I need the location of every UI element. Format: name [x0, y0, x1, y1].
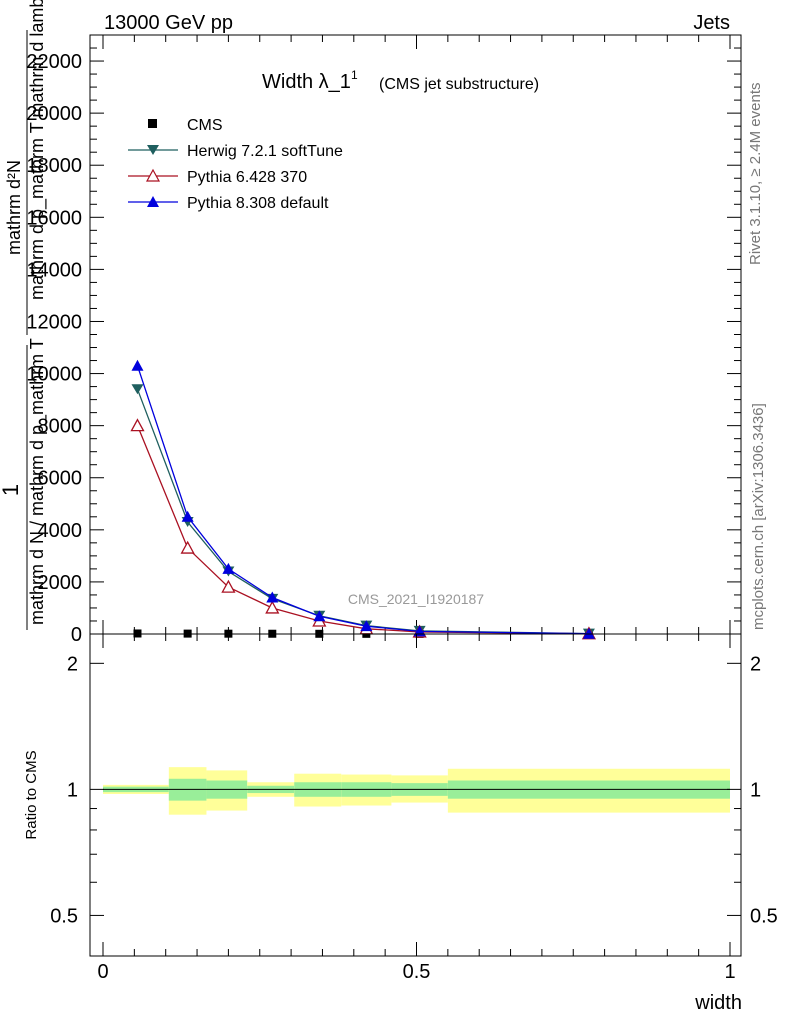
- legend-label-pythia8: Pythia 8.308 default: [187, 195, 329, 212]
- data-point-pythia8: [313, 610, 326, 622]
- data-point-pythia6: [130, 418, 145, 432]
- ratio-bands: [103, 767, 730, 815]
- data-point-pythia8: [266, 591, 279, 603]
- data-point-cms: [133, 629, 142, 638]
- ratio-panel: 0.5 0.51 12 2 0 0.5 1 Ratio to CMS width: [23, 633, 778, 1014]
- rivet-label: Rivet 3.1.10, ≥ 2.4M events: [747, 83, 764, 266]
- data-point-pythia8: [582, 627, 595, 639]
- legend-marker-pythia6: [145, 168, 161, 182]
- legend-item-herwig: Herwig 7.2.1 softTune: [128, 143, 343, 160]
- main-y-tick-label: 14000: [26, 259, 82, 281]
- y-label-prefix-denominator: mathrm d N / mathrm d p_mathrm T: [27, 338, 48, 625]
- mcplots-label: mcplots.cern.ch [arXiv:1306.3436]: [750, 403, 767, 630]
- main-panel: 0 2000 4000 6000 8000 10000 12000 14000 16000 180…: [0, 0, 742, 646]
- header-right: Jets: [693, 12, 730, 34]
- main-y-tick-label: 20000: [26, 103, 82, 125]
- data-point-pythia6: [180, 540, 195, 554]
- main-y-axis-label: 1 mathrm d N / mathrm d p_mathrm T mathr…: [0, 0, 48, 630]
- ratio-frame: [89, 633, 742, 957]
- chart-title-sup: 1: [351, 68, 358, 82]
- ratio-x-axis: 0 0.5 1: [97, 634, 736, 983]
- legend-item-pythia8: Pythia 8.308 default: [128, 195, 329, 212]
- watermark: CMS_2021_I1920187: [348, 591, 484, 607]
- legend-marker-herwig: [147, 145, 159, 155]
- x-tick-label: 0.5: [403, 961, 431, 983]
- ratio-y-tick-label-right: 2: [750, 653, 761, 675]
- main-y-tick-label: 10000: [26, 364, 82, 386]
- header-left: 13000 GeV pp: [104, 12, 233, 34]
- legend-marker-pythia8: [147, 196, 159, 207]
- series-line: [136, 365, 589, 635]
- data-point-pythia6: [221, 579, 236, 593]
- y-label-numerator: mathrm d²N: [4, 160, 24, 255]
- data-point-pythia8: [222, 562, 235, 574]
- ratio-y-tick-label-right: 1: [750, 779, 761, 801]
- y-label-denominator: mathrm d p_mathrm T mathrm d lambda: [27, 0, 48, 300]
- ratio-y-label: Ratio to CMS: [23, 750, 40, 839]
- data-point-pythia8: [360, 620, 373, 632]
- main-y-tick-label: 18000: [26, 155, 82, 177]
- legend-label-cms: CMS: [187, 117, 223, 134]
- series-line: [136, 425, 589, 635]
- main-y-tick-label: 22000: [26, 51, 82, 73]
- main-y-tick-label: 16000: [26, 207, 82, 229]
- x-tick-label: 1: [724, 961, 735, 983]
- main-series-layer: [130, 359, 597, 640]
- ratio-y-tick-label: 2: [67, 653, 78, 675]
- main-y-axis: 0 2000 4000 6000 8000 10000 12000 14000 16000 180…: [26, 34, 741, 646]
- ratio-y-tick-label: 1: [67, 779, 78, 801]
- legend-item-pythia6: Pythia 6.428 370: [128, 168, 307, 186]
- main-y-tick-label: 4000: [38, 520, 83, 542]
- data-point-pythia6: [265, 600, 280, 614]
- data-point-herwig: [131, 384, 144, 395]
- y-label-prefix-numerator: 1: [0, 484, 23, 496]
- main-y-tick-label: 0: [71, 624, 82, 646]
- legend-label-pythia6: Pythia 6.428 370: [187, 169, 307, 186]
- x-axis-label: width: [694, 992, 742, 1014]
- legend: CMS Herwig 7.2.1 softTune Pythia 6.428 3…: [128, 117, 343, 212]
- ratio-y-tick-label: 0.5: [50, 905, 78, 927]
- main-y-tick-label: 12000: [26, 311, 82, 333]
- legend-marker-cms: [148, 119, 157, 128]
- main-y-tick-label: 8000: [38, 416, 83, 438]
- main-y-tick-label: 6000: [38, 468, 83, 490]
- data-point-pythia8: [181, 510, 194, 522]
- x-tick-label: 0: [97, 961, 108, 983]
- legend-item-cms: CMS: [148, 117, 223, 134]
- ratio-y-tick-label-right: 0.5: [750, 905, 778, 927]
- chart-title-main: Width λ_1: [262, 71, 351, 93]
- ratio-y-axis: 0.5 0.5 1 1 2 2: [50, 653, 778, 927]
- main-y-tick-label: 2000: [38, 572, 83, 594]
- data-point-pythia8: [131, 359, 144, 371]
- chart-title: Width λ_11: [262, 68, 358, 93]
- chart-subtitle: (CMS jet substructure): [379, 76, 539, 93]
- legend-label-herwig: Herwig 7.2.1 softTune: [187, 143, 343, 160]
